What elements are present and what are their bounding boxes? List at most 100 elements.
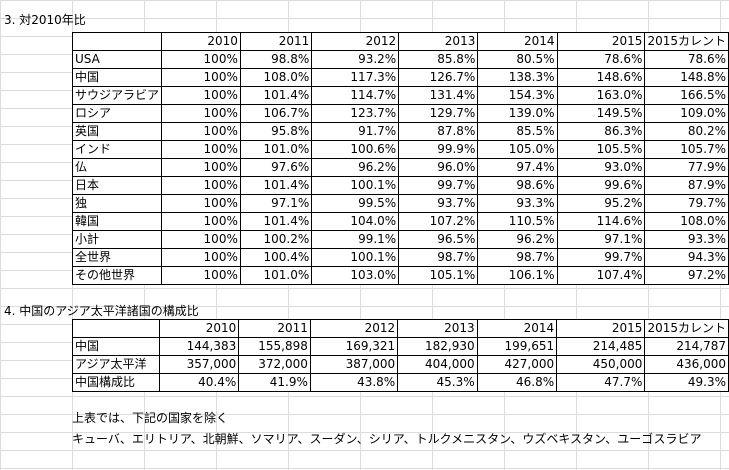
value-cell[interactable]: 169,321 — [309, 337, 399, 356]
column-header[interactable]: 2015 — [556, 32, 646, 51]
value-cell[interactable]: 100.2% — [239, 230, 313, 249]
value-cell[interactable]: 97.6% — [239, 158, 313, 177]
value-cell[interactable]: 96.0% — [398, 158, 479, 177]
value-cell[interactable]: 99.7% — [556, 248, 646, 267]
value-cell[interactable]: 100% — [161, 158, 241, 177]
value-cell[interactable]: 93.0% — [556, 158, 646, 177]
column-header[interactable]: 2010 — [161, 32, 241, 51]
value-cell[interactable]: 101.0% — [239, 266, 313, 285]
value-cell[interactable]: 86.3% — [556, 122, 646, 141]
value-cell[interactable]: 144,383 — [158, 337, 240, 356]
column-header[interactable]: 2015 — [556, 319, 646, 338]
value-cell[interactable]: 104.0% — [311, 212, 400, 231]
value-cell[interactable]: 46.8% — [476, 373, 558, 392]
column-header[interactable]: 2015カレント — [644, 32, 729, 51]
row-label-cell[interactable]: USA — [71, 50, 163, 69]
value-cell[interactable]: 41.9% — [238, 373, 311, 392]
value-cell[interactable]: 105.7% — [644, 140, 729, 159]
value-cell[interactable]: 47.7% — [556, 373, 646, 392]
value-cell[interactable]: 98.7% — [477, 248, 558, 267]
value-cell[interactable]: 105.1% — [398, 266, 479, 285]
value-cell[interactable]: 105.0% — [477, 140, 558, 159]
row-label-cell[interactable]: 小計 — [71, 230, 163, 249]
value-cell[interactable]: 126.7% — [398, 68, 479, 87]
value-cell[interactable]: 80.2% — [644, 122, 729, 141]
row-label-cell[interactable]: ロシア — [71, 104, 163, 123]
header-corner-cell[interactable] — [72, 319, 160, 338]
value-cell[interactable]: 107.4% — [556, 266, 646, 285]
value-cell[interactable]: 101.4% — [239, 86, 313, 105]
value-cell[interactable]: 100.1% — [311, 176, 400, 195]
row-label-cell[interactable]: 中国構成比 — [72, 373, 160, 392]
value-cell[interactable]: 154.3% — [477, 86, 558, 105]
row-label-cell[interactable]: 独 — [71, 194, 163, 213]
value-cell[interactable]: 129.7% — [398, 104, 479, 123]
value-cell[interactable]: 100% — [161, 140, 241, 159]
value-cell[interactable]: 100% — [161, 176, 241, 195]
row-label-cell[interactable]: その他世界 — [71, 266, 163, 285]
value-cell[interactable]: 123.7% — [311, 104, 400, 123]
value-cell[interactable]: 80.5% — [477, 50, 558, 69]
value-cell[interactable]: 91.7% — [311, 122, 400, 141]
value-cell[interactable]: 404,000 — [397, 355, 478, 374]
column-header[interactable]: 2012 — [311, 32, 400, 51]
value-cell[interactable]: 110.5% — [477, 212, 558, 231]
value-cell[interactable]: 138.3% — [477, 68, 558, 87]
value-cell[interactable]: 85.8% — [398, 50, 479, 69]
row-label-cell[interactable]: 仏 — [71, 158, 163, 177]
value-cell[interactable]: 155,898 — [238, 337, 311, 356]
value-cell[interactable]: 97.1% — [556, 230, 646, 249]
value-cell[interactable]: 139.0% — [477, 104, 558, 123]
column-header[interactable]: 2014 — [476, 319, 558, 338]
value-cell[interactable]: 95.2% — [556, 194, 646, 213]
value-cell[interactable]: 99.9% — [398, 140, 479, 159]
value-cell[interactable]: 100% — [161, 122, 241, 141]
value-cell[interactable]: 100% — [161, 248, 241, 267]
value-cell[interactable]: 214,787 — [644, 337, 729, 356]
value-cell[interactable]: 87.8% — [398, 122, 479, 141]
column-header[interactable]: 2010 — [158, 319, 240, 338]
value-cell[interactable]: 103.0% — [311, 266, 400, 285]
column-header[interactable]: 2013 — [398, 32, 479, 51]
value-cell[interactable]: 131.4% — [398, 86, 479, 105]
row-label-cell[interactable]: アジア太平洋 — [72, 355, 160, 374]
value-cell[interactable]: 166.5% — [644, 86, 729, 105]
value-cell[interactable]: 101.4% — [239, 176, 313, 195]
value-cell[interactable]: 78.6% — [556, 50, 646, 69]
value-cell[interactable]: 100.6% — [311, 140, 400, 159]
value-cell[interactable]: 97.4% — [477, 158, 558, 177]
value-cell[interactable]: 100% — [161, 104, 241, 123]
value-cell[interactable]: 99.1% — [311, 230, 400, 249]
value-cell[interactable]: 99.5% — [311, 194, 400, 213]
column-header[interactable]: 2014 — [477, 32, 558, 51]
value-cell[interactable]: 45.3% — [397, 373, 478, 392]
value-cell[interactable]: 100% — [161, 86, 241, 105]
header-corner-cell[interactable] — [71, 32, 163, 51]
value-cell[interactable]: 114.7% — [311, 86, 400, 105]
value-cell[interactable]: 114.6% — [556, 212, 646, 231]
value-cell[interactable]: 40.4% — [158, 373, 240, 392]
row-label-cell[interactable]: 中国 — [72, 337, 160, 356]
value-cell[interactable]: 100% — [161, 194, 241, 213]
value-cell[interactable]: 199,651 — [476, 337, 558, 356]
value-cell[interactable]: 95.8% — [239, 122, 313, 141]
value-cell[interactable]: 106.1% — [477, 266, 558, 285]
value-cell[interactable]: 96.5% — [398, 230, 479, 249]
value-cell[interactable]: 105.5% — [556, 140, 646, 159]
value-cell[interactable]: 98.7% — [398, 248, 479, 267]
row-label-cell[interactable]: サウジアラビア — [71, 86, 163, 105]
value-cell[interactable]: 96.2% — [311, 158, 400, 177]
value-cell[interactable]: 163.0% — [556, 86, 646, 105]
value-cell[interactable]: 107.2% — [398, 212, 479, 231]
value-cell[interactable]: 98.6% — [477, 176, 558, 195]
value-cell[interactable]: 94.3% — [644, 248, 729, 267]
value-cell[interactable]: 99.6% — [556, 176, 646, 195]
value-cell[interactable]: 214,485 — [556, 337, 646, 356]
value-cell[interactable]: 79.7% — [644, 194, 729, 213]
value-cell[interactable]: 93.7% — [398, 194, 479, 213]
value-cell[interactable]: 49.3% — [644, 373, 729, 392]
value-cell[interactable]: 182,930 — [397, 337, 478, 356]
value-cell[interactable]: 100.4% — [239, 248, 313, 267]
value-cell[interactable]: 148.6% — [556, 68, 646, 87]
value-cell[interactable]: 100% — [161, 212, 241, 231]
